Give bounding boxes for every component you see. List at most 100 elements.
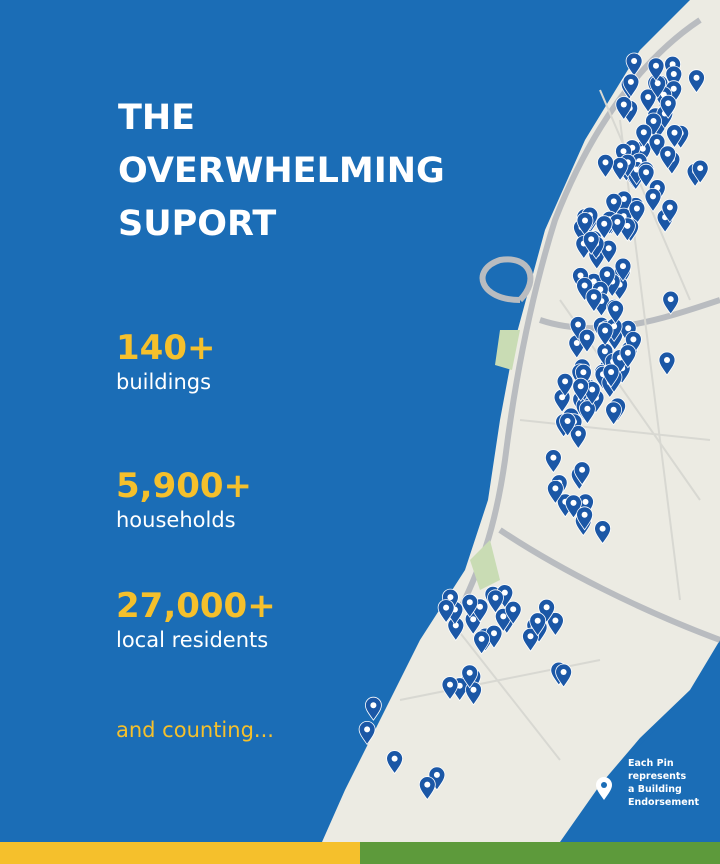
pin-dot — [433, 771, 440, 778]
pin — [573, 461, 591, 486]
pin-dot — [654, 138, 660, 145]
pin-shape — [639, 88, 657, 113]
pin-dot — [670, 71, 677, 77]
pin-shape — [545, 449, 562, 474]
pin-dot — [564, 418, 571, 424]
pin-dot — [602, 159, 609, 166]
stat-value: 140+ — [116, 328, 216, 368]
pin-dot — [588, 236, 595, 243]
pin-shape — [418, 776, 436, 801]
pin — [529, 612, 547, 637]
pin-shape — [582, 230, 600, 255]
bar-yellow — [0, 842, 360, 864]
pin — [611, 157, 629, 182]
pin-shape — [635, 123, 653, 148]
pin-shape — [555, 663, 572, 688]
pin-shape — [666, 124, 683, 149]
pin-shape — [473, 630, 491, 655]
pin-dot — [491, 630, 497, 637]
pin — [461, 593, 479, 618]
pin — [622, 73, 640, 98]
pin-dot — [627, 78, 634, 85]
pin-dot — [470, 686, 477, 693]
park — [470, 330, 520, 590]
pin-dot — [665, 100, 672, 107]
pin-dot — [625, 325, 632, 332]
pin-shape — [662, 290, 680, 315]
pin-shape — [615, 96, 633, 121]
pin-dot — [470, 616, 477, 623]
pin-shape — [364, 696, 382, 721]
pin — [688, 69, 705, 94]
pin — [556, 373, 574, 398]
pin — [644, 188, 662, 213]
pin-shape — [576, 506, 593, 531]
pin-shape — [386, 750, 404, 775]
pin-dot — [581, 511, 588, 518]
pin-shape — [661, 199, 679, 224]
pin-dot — [599, 525, 606, 532]
pin-dot — [589, 386, 596, 393]
pin-dot — [650, 193, 656, 200]
title-line: THE — [118, 98, 196, 138]
pin-shape — [644, 188, 662, 213]
pin-dot — [492, 594, 499, 601]
pin-dot — [582, 498, 589, 505]
pin-shape — [569, 425, 587, 450]
pin — [605, 193, 623, 218]
pin-shape — [607, 300, 624, 325]
pin — [659, 145, 677, 170]
pin — [418, 776, 436, 801]
pin — [559, 412, 576, 437]
pin-dot — [370, 702, 377, 709]
pin — [595, 215, 613, 240]
pin — [461, 664, 479, 689]
pin-dot — [500, 613, 507, 620]
footer: and counting... — [116, 718, 274, 742]
legend-pin — [596, 777, 612, 800]
pin-dot — [364, 726, 371, 733]
pin-shape — [611, 157, 629, 182]
pin-shape — [487, 589, 504, 614]
pin — [364, 696, 382, 721]
pin — [637, 163, 655, 188]
pin-dot — [620, 196, 627, 202]
legend-line: Each Pin — [628, 758, 674, 769]
pin-dot — [664, 357, 670, 363]
pin — [661, 199, 679, 224]
pin-shape — [614, 257, 632, 282]
pin-dot — [577, 272, 584, 279]
pin — [578, 328, 596, 353]
pin — [386, 750, 404, 775]
pin-shape — [605, 401, 622, 426]
pin-dot — [633, 205, 640, 212]
pin-dot — [630, 336, 637, 343]
pin-shape — [658, 351, 676, 376]
pin-shape — [602, 363, 620, 388]
pin — [625, 52, 643, 77]
bar-green — [360, 842, 720, 864]
pin-dot — [501, 589, 508, 596]
pin-dot — [601, 782, 607, 788]
pin-shape — [619, 344, 637, 369]
pin — [614, 257, 632, 282]
pin — [594, 520, 611, 545]
pin-dot — [562, 378, 569, 385]
pin — [555, 663, 572, 688]
pin-dot — [604, 271, 611, 278]
pin-dot — [552, 485, 559, 492]
pin-shape — [556, 373, 574, 398]
pin-shape — [573, 461, 591, 486]
legend-line: represents — [628, 771, 687, 782]
pin-dot — [424, 781, 431, 788]
pin-dot — [643, 169, 650, 176]
pin-shape — [441, 676, 459, 701]
pin-dot — [527, 633, 534, 640]
pin — [358, 721, 376, 746]
pin-shape — [628, 200, 646, 225]
pin-dot — [466, 669, 473, 676]
title: THE OVERWHELMING SUPORT — [118, 92, 445, 251]
pin-dot — [666, 204, 673, 211]
